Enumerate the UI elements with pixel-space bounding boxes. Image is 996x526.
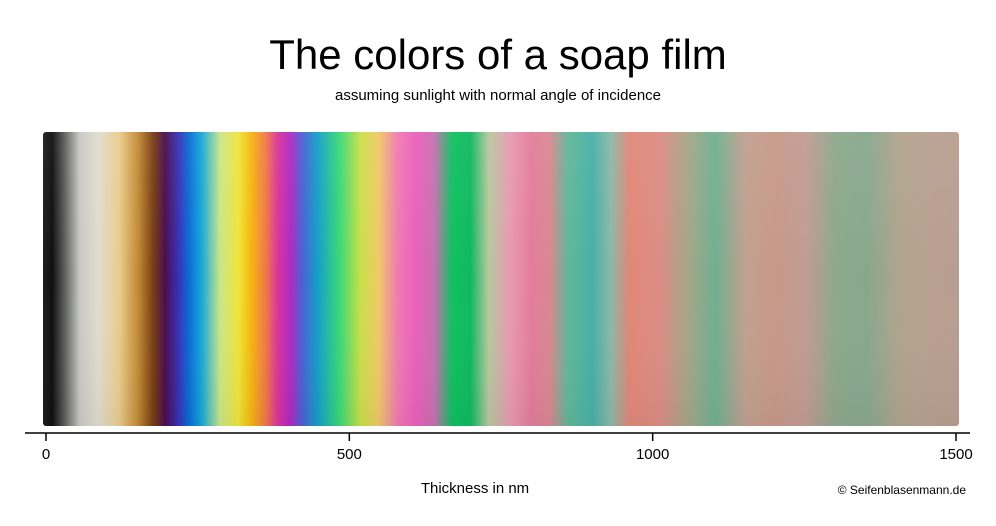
x-axis-label: Thickness in nm [420, 480, 530, 497]
x-tick-label-1000: 1000 [636, 446, 669, 463]
x-tick-label-1500: 1500 [939, 446, 972, 463]
chart-subtitle: assuming sunlight with normal angle of i… [334, 87, 661, 104]
x-axis-ticks: 0 500 1000 1500 [42, 433, 973, 463]
x-tick-label-500: 500 [337, 446, 362, 463]
color-band-shading [43, 132, 959, 426]
copyright-credit: © Seifenblasenmann.de [837, 483, 966, 497]
chart-title: The colors of a soap film [269, 31, 727, 78]
x-tick-label-0: 0 [42, 446, 50, 463]
